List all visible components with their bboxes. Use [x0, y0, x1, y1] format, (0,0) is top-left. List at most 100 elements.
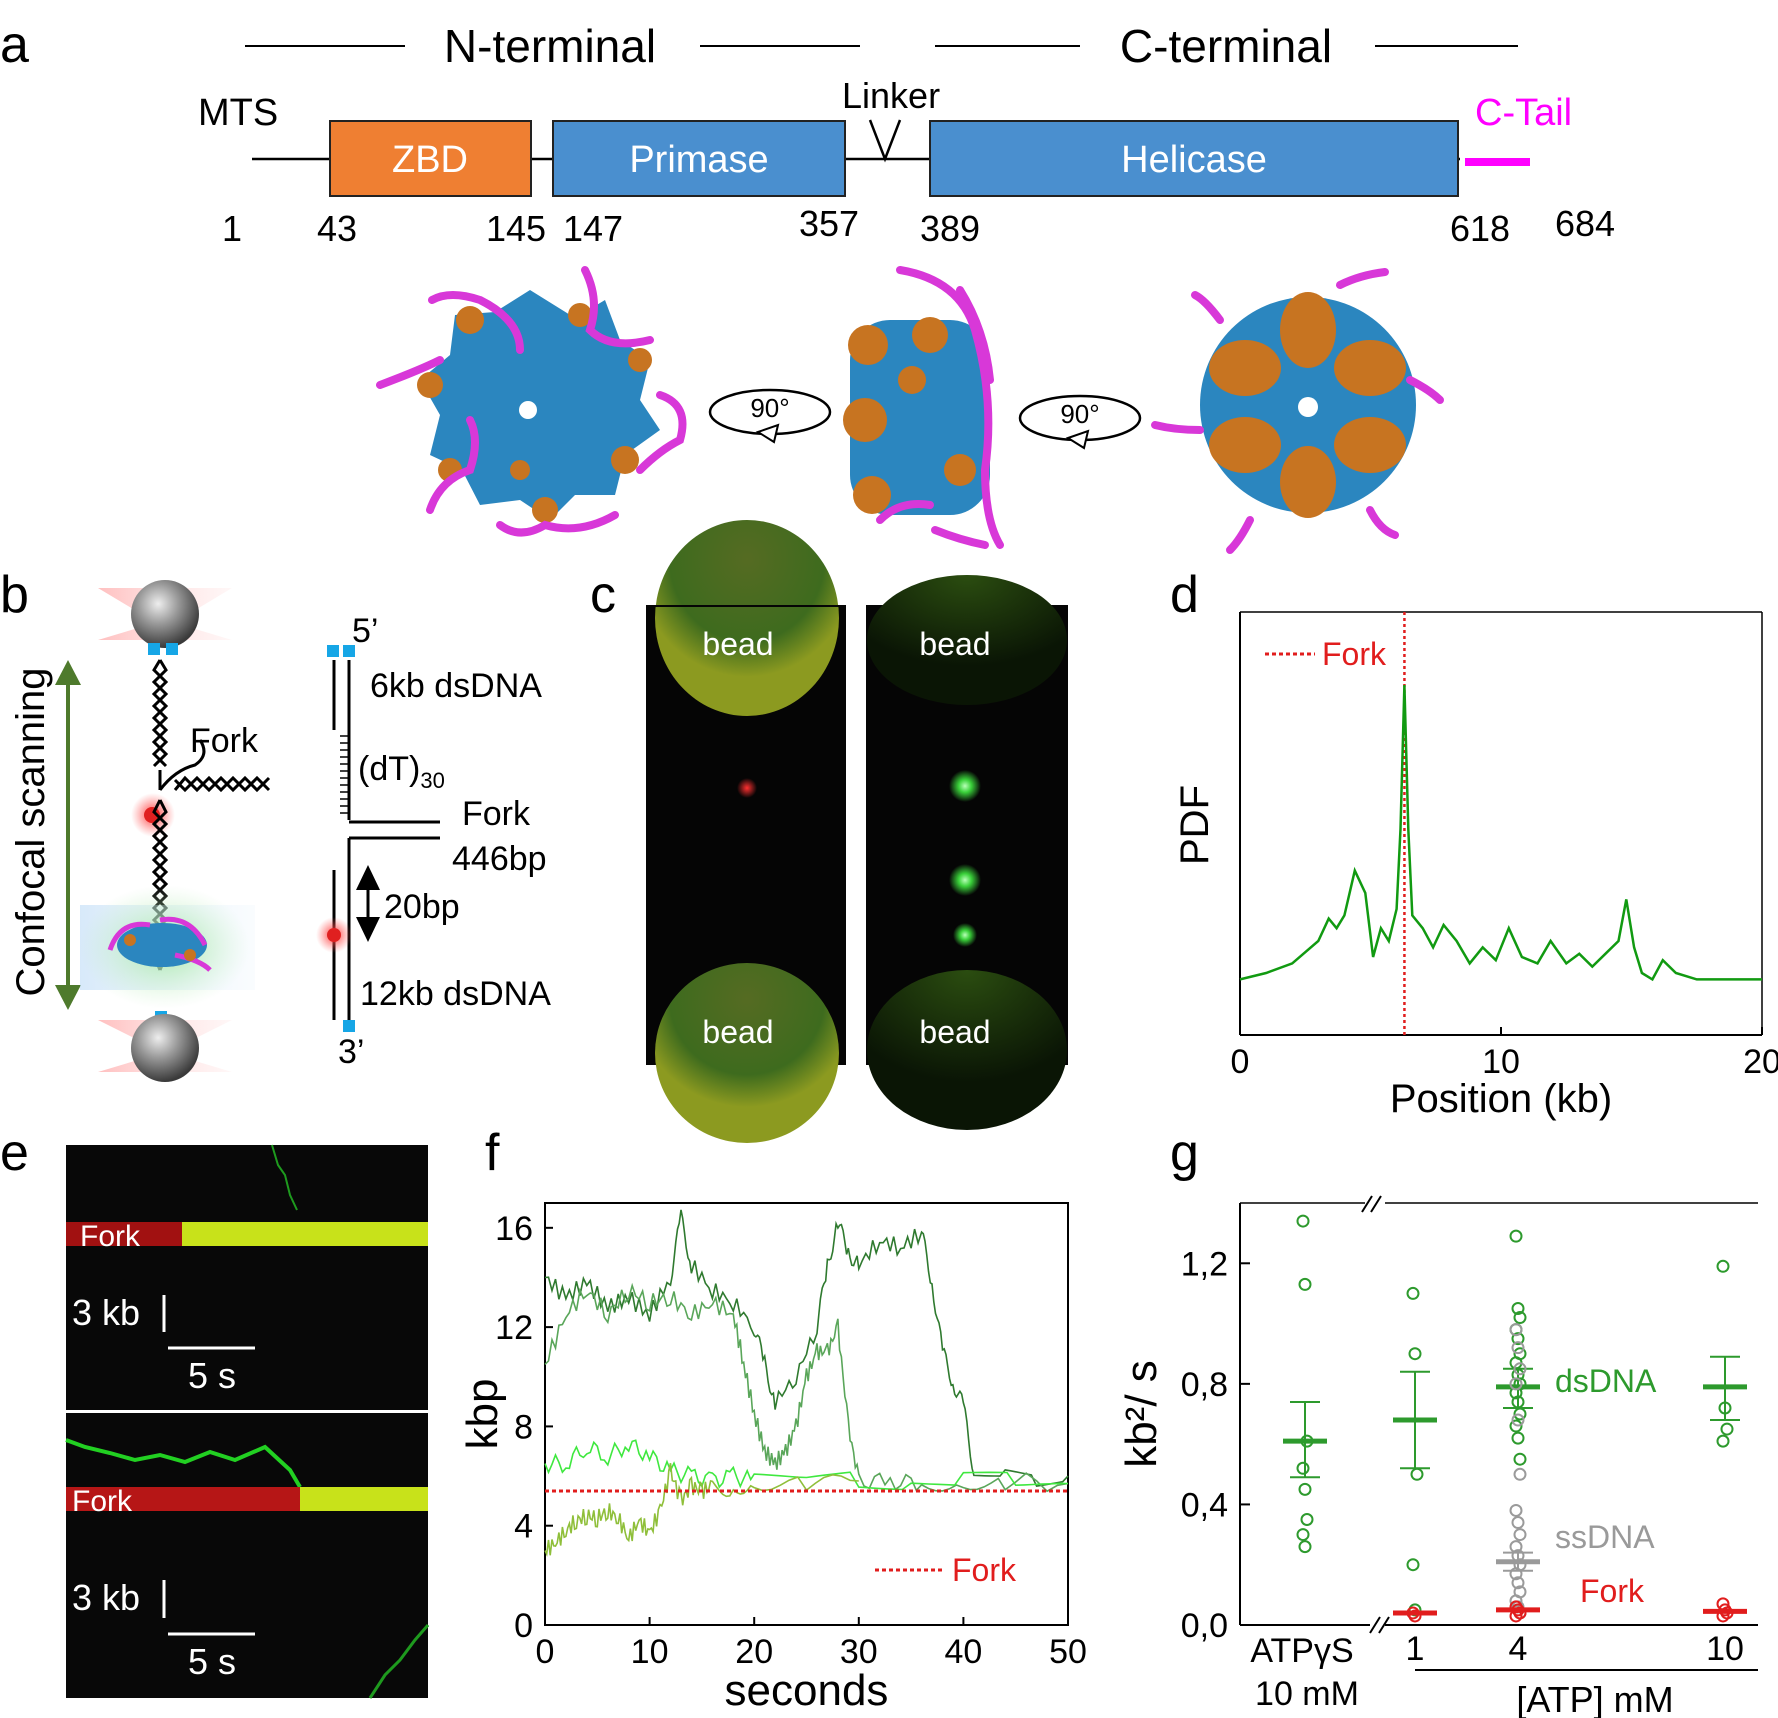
green-spot-3	[953, 923, 977, 947]
c-terminal-label: C-terminal	[1120, 20, 1332, 72]
chart-f: 0 10 20 30 40 50 0 4 8 12 16 seconds kbp Fork	[458, 1202, 1087, 1715]
x-tick-label: 40	[944, 1633, 982, 1671]
five-prime-label: 5’	[352, 612, 378, 650]
panel-label-e: e	[0, 1124, 29, 1182]
x-axis-title: seconds	[725, 1666, 889, 1715]
x-tick-label: 10	[631, 1633, 669, 1671]
dsDNA-point	[1406, 1558, 1420, 1572]
rotation-arrow-2: 90°	[1018, 394, 1142, 450]
dsDNA-point	[1509, 1229, 1523, 1243]
ds6-label: 6kb dsDNA	[370, 667, 542, 705]
y-tick-label: 0,4	[1181, 1486, 1228, 1524]
y-tick-label: 8	[514, 1408, 533, 1446]
ssDNA-point	[1513, 1528, 1527, 1542]
ssDNA-point	[1511, 1413, 1525, 1427]
ssDNA-point	[1509, 1567, 1523, 1581]
dsDNA-point	[1298, 1540, 1312, 1554]
pos-147: 147	[563, 208, 623, 249]
panel-label-c: c	[590, 566, 616, 624]
dsDNA-point	[1513, 1452, 1527, 1466]
y-tick-label: 0,8	[1181, 1366, 1228, 1404]
green-spot-1	[949, 770, 981, 802]
n-terminal-label: N-terminal	[444, 20, 656, 72]
panel-labels: a b c d e f g	[0, 16, 1199, 1182]
three-prime-label: 3’	[338, 1033, 364, 1071]
dsDNA-point	[1511, 1302, 1525, 1315]
ssDNA-point	[1509, 1594, 1523, 1608]
structure-side-view	[843, 266, 1004, 549]
bead-label-c-br: bead	[919, 1014, 990, 1050]
dsDNA-point	[1406, 1286, 1420, 1300]
atp-axis-title: [ATP] mM	[1516, 1679, 1673, 1718]
dsDNA-point	[1716, 1434, 1730, 1448]
x-tick-label: 1	[1406, 1630, 1425, 1668]
scale-s-top: 5 s	[188, 1355, 236, 1396]
green-spot-2	[949, 864, 981, 896]
ssDNA-point	[1509, 1323, 1523, 1337]
rotation-label-1: 90°	[750, 393, 789, 423]
x-axis-title: Position (kb)	[1390, 1077, 1612, 1121]
y-axis-title: PDF	[1173, 785, 1217, 865]
kymograph-bottom	[66, 1413, 428, 1698]
dsDNA-point	[1296, 1214, 1310, 1228]
linker-label: Linker	[842, 75, 940, 116]
structure-bottom-view	[1151, 268, 1444, 554]
primase-label: Primase	[629, 139, 768, 181]
label-ssdna: ssDNA	[1555, 1519, 1655, 1555]
y-tick-label: 1,2	[1181, 1245, 1228, 1283]
panel-b: Confocal scanning Fork 5’	[9, 580, 551, 1082]
rotation-label-2: 90°	[1060, 399, 1099, 429]
bp20-label: 20bp	[384, 888, 460, 926]
scale-s-bottom: 5 s	[188, 1641, 236, 1682]
y-tick-label: 0	[514, 1607, 533, 1645]
x-tick-label: 50	[1049, 1633, 1087, 1671]
pos-43: 43	[317, 208, 357, 249]
x-tick-label: 10 mM	[1255, 1675, 1359, 1713]
helicase-domain	[929, 120, 1459, 197]
ssDNA-point	[1511, 1576, 1525, 1590]
label-dsdna: dsDNA	[1555, 1363, 1657, 1399]
x-tick-label: 0	[536, 1633, 555, 1671]
scale-kb-bottom: 3 kb	[72, 1577, 140, 1618]
dsDNA-point	[1509, 1419, 1523, 1433]
x-tick-label: 0	[1231, 1043, 1250, 1081]
x-tick-label: 10	[1706, 1630, 1744, 1668]
kymograph-top	[66, 1145, 428, 1410]
confocal-scanning-label: Confocal scanning	[9, 667, 53, 996]
ssDNA-point	[1513, 1362, 1527, 1376]
zbd-domain	[329, 120, 532, 197]
panel-c: bead bead bead bead	[646, 520, 1068, 1143]
axis-break-top	[1361, 1195, 1382, 1213]
structure-top-view	[376, 266, 687, 537]
dsDNA-point	[1511, 1332, 1525, 1346]
dsDNA-point	[1511, 1431, 1525, 1445]
ssDNA-point	[1511, 1516, 1525, 1530]
label-fork: Fork	[1580, 1573, 1645, 1609]
helicase-label: Helicase	[1121, 139, 1267, 181]
dsDNA-point	[1716, 1259, 1730, 1273]
fork-446bp-label: 446bp	[452, 840, 547, 878]
bead-top	[131, 580, 199, 648]
dsDNA-point	[1720, 1422, 1734, 1436]
x-tick-label: 10	[1482, 1043, 1520, 1081]
dsDNA-point	[1408, 1347, 1422, 1361]
y-tick-label: 16	[495, 1210, 533, 1248]
ssDNA-point	[1513, 1467, 1527, 1481]
chart-g: 0,0 0,4 0,8 1,2 kb²/ s dsDNA ssDNA Fork 1 4 10 ATPγ…	[1117, 1195, 1758, 1718]
ssDNA-point	[1511, 1341, 1525, 1355]
ssDNA-point	[1509, 1503, 1523, 1517]
fork-label-e-top: Fork	[80, 1220, 141, 1253]
trace-line-2	[544, 1439, 1069, 1491]
bead-label-c-tl: bead	[702, 626, 773, 662]
dsDNA-point	[1298, 1277, 1312, 1291]
panel-label-g: g	[1170, 1124, 1199, 1182]
c-tail-label: C-Tail	[1475, 92, 1572, 134]
pos-1: 1	[222, 208, 242, 249]
dsDNA-point	[1300, 1513, 1314, 1526]
bead-bottom	[131, 1014, 199, 1082]
zbd-label: ZBD	[392, 139, 468, 181]
trace-line-3	[544, 1463, 859, 1557]
fork-label-e-bottom: Fork	[72, 1485, 133, 1518]
rotation-arrow-1: 90°	[708, 388, 832, 444]
x-tick-label: 30	[840, 1633, 878, 1671]
